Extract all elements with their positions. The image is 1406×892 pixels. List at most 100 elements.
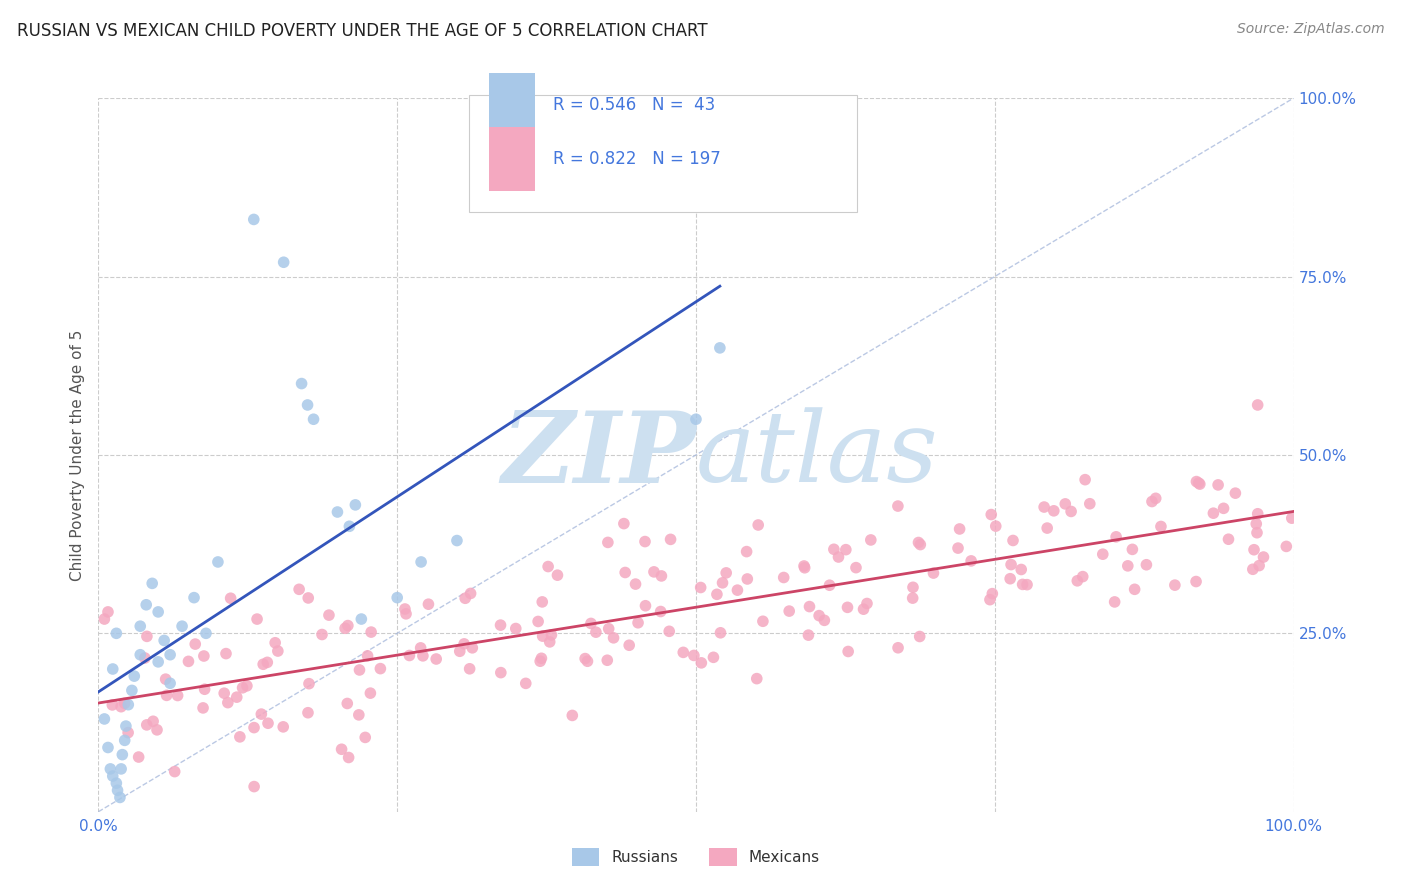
Point [326, 505, 349, 519]
Point [1123, 582, 1146, 597]
Point [1060, 504, 1083, 518]
Point [350, 612, 373, 626]
Point [318, 608, 340, 623]
Point [823, 542, 845, 557]
Point [1001, 533, 1024, 548]
Point [658, 624, 681, 639]
Point [531, 629, 554, 643]
Point [946, 541, 969, 555]
Point [153, 633, 176, 648]
Point [385, 591, 409, 605]
Point [1225, 486, 1247, 500]
Text: Source: ZipAtlas.com: Source: ZipAtlas.com [1237, 22, 1385, 37]
Text: atlas: atlas [696, 408, 939, 502]
Point [960, 554, 983, 568]
FancyBboxPatch shape [470, 95, 858, 212]
Point [1135, 558, 1157, 572]
Point [177, 654, 200, 668]
Point [981, 587, 1004, 601]
Point [117, 725, 139, 739]
Point [907, 535, 929, 549]
Point [298, 676, 321, 690]
Point [193, 648, 215, 663]
Point [627, 615, 650, 630]
Point [737, 572, 759, 586]
Point [1253, 549, 1275, 564]
Point [297, 706, 319, 720]
Point [349, 663, 371, 677]
Point [690, 656, 713, 670]
Point [121, 683, 143, 698]
Point [461, 640, 484, 655]
Point [980, 508, 1002, 522]
Point [887, 499, 910, 513]
Point [531, 595, 554, 609]
Point [1042, 504, 1064, 518]
Point [344, 498, 367, 512]
Point [1000, 558, 1022, 572]
Point [922, 566, 945, 580]
Point [412, 648, 434, 663]
Text: R = 0.822   N = 197: R = 0.822 N = 197 [553, 150, 720, 168]
Point [702, 650, 724, 665]
Point [219, 591, 242, 606]
Point [111, 747, 134, 762]
Point [243, 721, 266, 735]
Point [93, 712, 115, 726]
Point [793, 559, 815, 574]
Point [624, 577, 647, 591]
Point [114, 696, 136, 710]
Point [1206, 478, 1229, 492]
Point [683, 648, 706, 663]
Point [297, 591, 319, 605]
Point [409, 640, 432, 655]
Point [129, 619, 152, 633]
Point [1071, 569, 1094, 583]
Point [225, 690, 247, 705]
Point [901, 591, 924, 606]
Point [134, 651, 156, 665]
Point [979, 592, 1001, 607]
Point [1074, 473, 1097, 487]
Point [166, 689, 188, 703]
Point [1185, 475, 1208, 489]
Point [709, 625, 731, 640]
Point [752, 614, 775, 628]
Point [370, 662, 392, 676]
Point [689, 581, 711, 595]
Point [813, 613, 835, 627]
Point [1078, 497, 1101, 511]
Point [243, 212, 266, 227]
Point [546, 568, 568, 582]
Point [596, 653, 619, 667]
Point [1249, 558, 1271, 573]
Point [505, 622, 527, 636]
Point [108, 790, 131, 805]
Point [297, 398, 319, 412]
Point [852, 602, 875, 616]
Point [267, 644, 290, 658]
Point [772, 570, 794, 584]
Point [585, 625, 607, 640]
Point [347, 707, 370, 722]
Point [808, 608, 831, 623]
Point [1246, 398, 1268, 412]
Point [1243, 542, 1265, 557]
Point [212, 686, 235, 700]
Point [735, 544, 758, 558]
Point [1185, 574, 1208, 589]
Point [827, 549, 849, 564]
Point [163, 764, 186, 779]
Point [998, 572, 1021, 586]
Point [709, 341, 731, 355]
Point [1036, 521, 1059, 535]
Point [1105, 530, 1128, 544]
Point [887, 640, 910, 655]
Point [1144, 491, 1167, 506]
Point [354, 731, 377, 745]
Point [101, 769, 124, 783]
Point [778, 604, 800, 618]
Point [530, 651, 553, 665]
Point [538, 635, 561, 649]
Point [489, 665, 512, 680]
